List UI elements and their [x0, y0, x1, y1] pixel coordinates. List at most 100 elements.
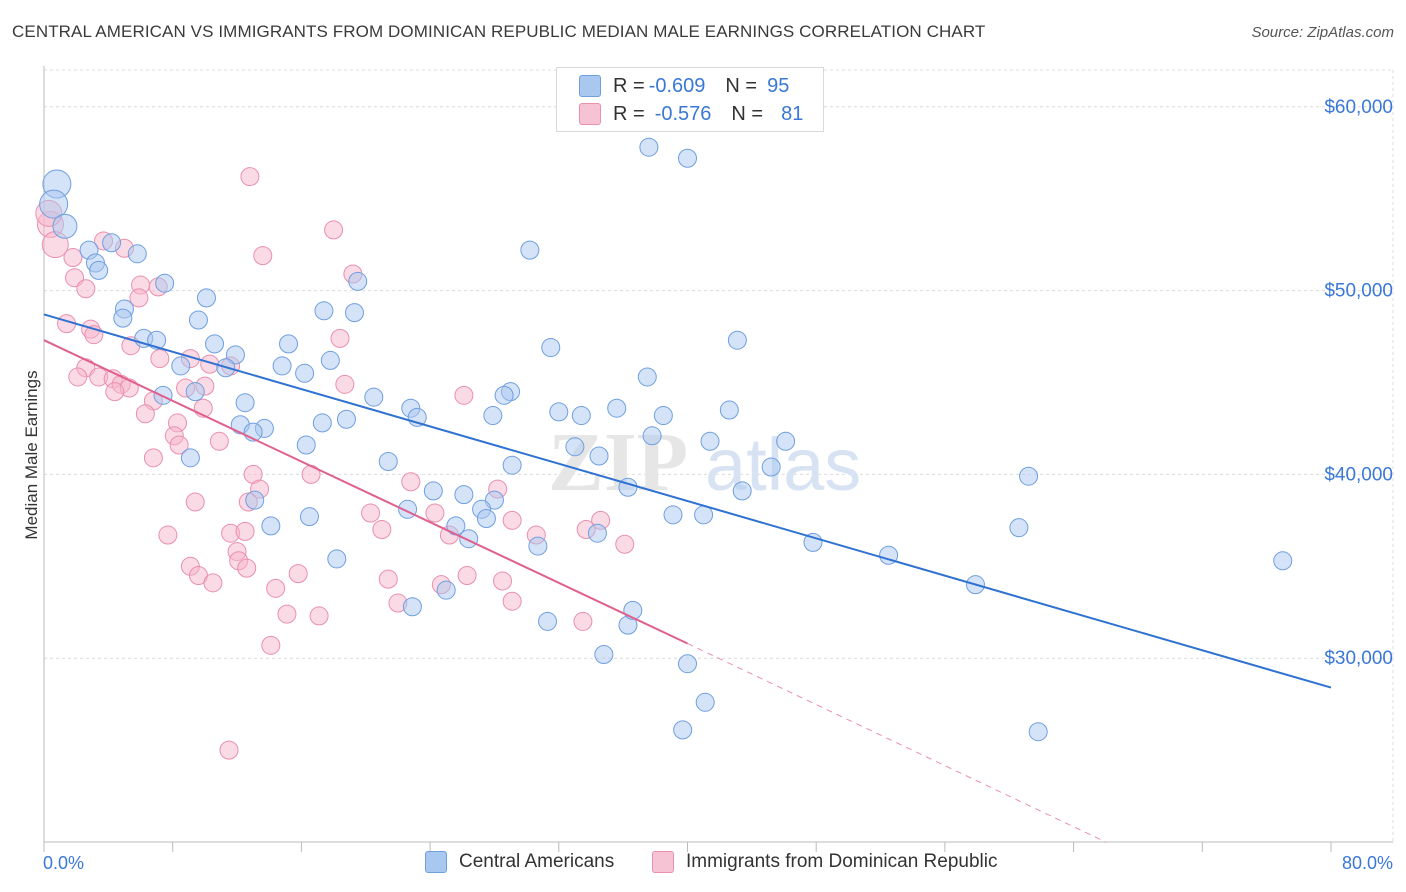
point-central-american — [549, 402, 569, 422]
legend-n-value: 95 — [767, 74, 790, 97]
point-central-american — [520, 240, 540, 260]
legend-swatch-pink — [579, 103, 601, 125]
point-central-american — [261, 516, 281, 536]
point-central-american — [589, 446, 609, 466]
point-central-american — [587, 523, 607, 543]
point-central-american — [678, 148, 697, 168]
point-central-american — [336, 409, 356, 429]
point-dominican — [573, 611, 593, 631]
legend-r-label: R = — [613, 74, 645, 97]
series-legend: Central Americans Immigrants from Domini… — [0, 851, 1406, 879]
point-dominican — [169, 435, 189, 455]
point-dominican — [209, 431, 229, 451]
trend-lines — [43, 313, 1332, 843]
point-dominican — [454, 385, 474, 405]
point-central-american — [663, 505, 683, 525]
legend-row-central-americans: R = -0.609 N = 95 — [579, 73, 789, 99]
y-tick-label: $60,000 — [1324, 97, 1393, 118]
x-tick-label-max: 80.0% — [1342, 853, 1393, 873]
legend-r-value: -0.576 — [654, 102, 712, 125]
correlation-legend: R = -0.609 N = 95 R = -0.576 N = 81 — [556, 67, 824, 132]
point-dominican — [143, 448, 163, 468]
point-central-american — [454, 485, 474, 505]
y-tick-label: $30,000 — [1324, 648, 1393, 669]
legend-swatch-blue — [579, 75, 601, 97]
point-central-american — [538, 611, 558, 631]
point-central-american — [320, 350, 340, 370]
point-central-american — [314, 301, 334, 321]
point-central-american — [188, 310, 208, 330]
point-central-american — [205, 334, 225, 354]
point-central-american — [459, 529, 479, 549]
point-dominican — [150, 349, 170, 369]
trend-dominican-extrapolated — [687, 643, 1106, 843]
point-dominican — [158, 525, 178, 545]
point-dominican — [240, 167, 260, 187]
series-legend-dominican[interactable]: Immigrants from Dominican Republic — [652, 851, 998, 873]
point-dominican — [76, 279, 96, 299]
point-dominican — [401, 472, 421, 492]
series-label-dominican: Immigrants from Dominican Republic — [686, 851, 998, 872]
point-central-american — [147, 330, 167, 350]
point-central-american — [637, 367, 657, 387]
point-central-american — [571, 406, 591, 426]
point-central-american — [245, 490, 265, 510]
point-central-american — [528, 536, 548, 556]
point-dominican — [324, 220, 344, 240]
point-central-american — [225, 345, 245, 365]
legend-n-label: N = — [725, 74, 758, 97]
point-dominican — [68, 367, 88, 387]
point-central-american — [484, 490, 504, 510]
point-central-american — [89, 260, 109, 280]
point-central-american — [378, 452, 398, 472]
point-central-american — [102, 233, 122, 253]
point-central-american — [127, 244, 147, 264]
point-dominican — [129, 288, 149, 308]
legend-r-value: -0.609 — [648, 74, 706, 97]
point-central-american — [348, 271, 368, 291]
series-label-central-americans: Central Americans — [459, 851, 615, 872]
point-central-american — [541, 338, 561, 358]
point-central-american — [436, 580, 456, 600]
y-tick-label: $40,000 — [1324, 464, 1393, 485]
point-central-american — [295, 363, 315, 383]
point-central-american — [673, 720, 693, 740]
point-dominican — [63, 247, 83, 267]
point-central-american — [402, 597, 422, 617]
series-swatch-pink — [652, 851, 674, 873]
point-central-american — [180, 448, 200, 468]
point-dominican — [335, 374, 355, 394]
point-central-american — [1009, 518, 1029, 538]
point-central-american — [113, 308, 133, 328]
point-dominican — [135, 404, 155, 424]
point-central-american — [185, 382, 205, 402]
legend-row-dominican: R = -0.576 N = 81 — [579, 101, 803, 127]
point-dominican — [288, 564, 308, 584]
point-dominican — [219, 740, 239, 760]
point-dominican — [261, 635, 281, 655]
point-central-american — [476, 508, 496, 528]
point-central-american — [494, 385, 514, 405]
point-central-american — [1273, 551, 1293, 571]
point-dominican — [309, 606, 329, 626]
point-central-american — [327, 549, 347, 569]
point-dominican — [378, 569, 398, 589]
point-dominican — [502, 591, 522, 611]
point-dominican — [203, 573, 223, 593]
point-central-american — [776, 431, 796, 451]
trend-central-americans — [43, 313, 1332, 689]
point-dominican — [237, 558, 257, 578]
series-dominican-points — [35, 167, 635, 760]
point-dominican — [361, 503, 381, 523]
point-dominican — [266, 578, 286, 598]
legend-r-label: R = — [613, 102, 645, 125]
point-central-american — [483, 406, 503, 426]
point-central-american — [732, 481, 752, 501]
point-dominican — [425, 503, 445, 523]
point-dominican — [185, 492, 205, 512]
x-tick-label-min: 0.0% — [43, 853, 84, 873]
point-central-american — [700, 431, 720, 451]
series-legend-central-americans[interactable]: Central Americans — [425, 851, 614, 873]
point-central-american — [719, 400, 739, 420]
